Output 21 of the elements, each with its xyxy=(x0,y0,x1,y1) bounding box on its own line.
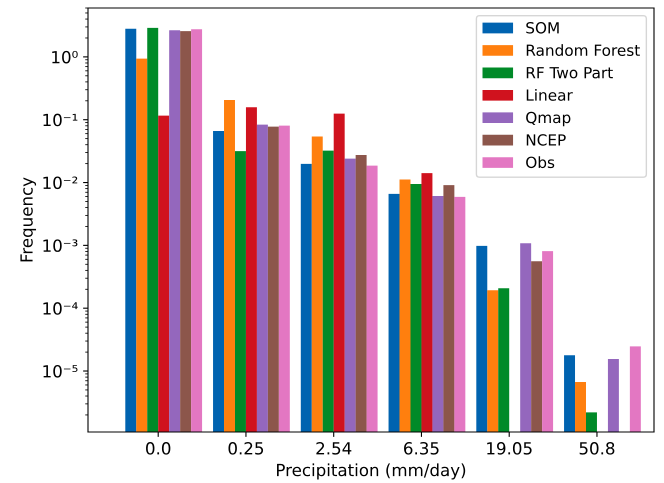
legend-label: Obs xyxy=(526,156,554,168)
x-tick-label: 50.8 xyxy=(580,442,614,455)
legend-label: SOM xyxy=(526,22,559,34)
x-tick-label: 0.25 xyxy=(228,442,264,455)
legend-label: RF Two Part xyxy=(526,67,613,78)
x-tick-label: 19.05 xyxy=(487,442,532,455)
x-tick-label: 0.0 xyxy=(146,442,170,455)
legend-label: Linear xyxy=(526,89,573,101)
y-tick-label: 10⁻⁵ xyxy=(43,364,78,378)
y-tick-label: 10⁻³ xyxy=(43,239,78,252)
y-tick-label: 10⁻² xyxy=(43,176,78,190)
x-tick-label: 6.35 xyxy=(404,442,439,455)
y-tick-label: 10⁻¹ xyxy=(43,114,78,126)
y-tick-label: 10⁻⁴ xyxy=(43,302,78,315)
legend-label: Random Forest xyxy=(526,44,640,56)
x-tick-label: 2.54 xyxy=(316,442,352,455)
legend-label: Qmap xyxy=(526,112,570,126)
legend-label: NCEP xyxy=(526,134,566,146)
x-axis-title: Precipitation (mm/day) xyxy=(277,463,466,480)
y-axis-title: Frequency xyxy=(20,177,36,262)
y-tick-label: 10⁰ xyxy=(52,50,78,64)
